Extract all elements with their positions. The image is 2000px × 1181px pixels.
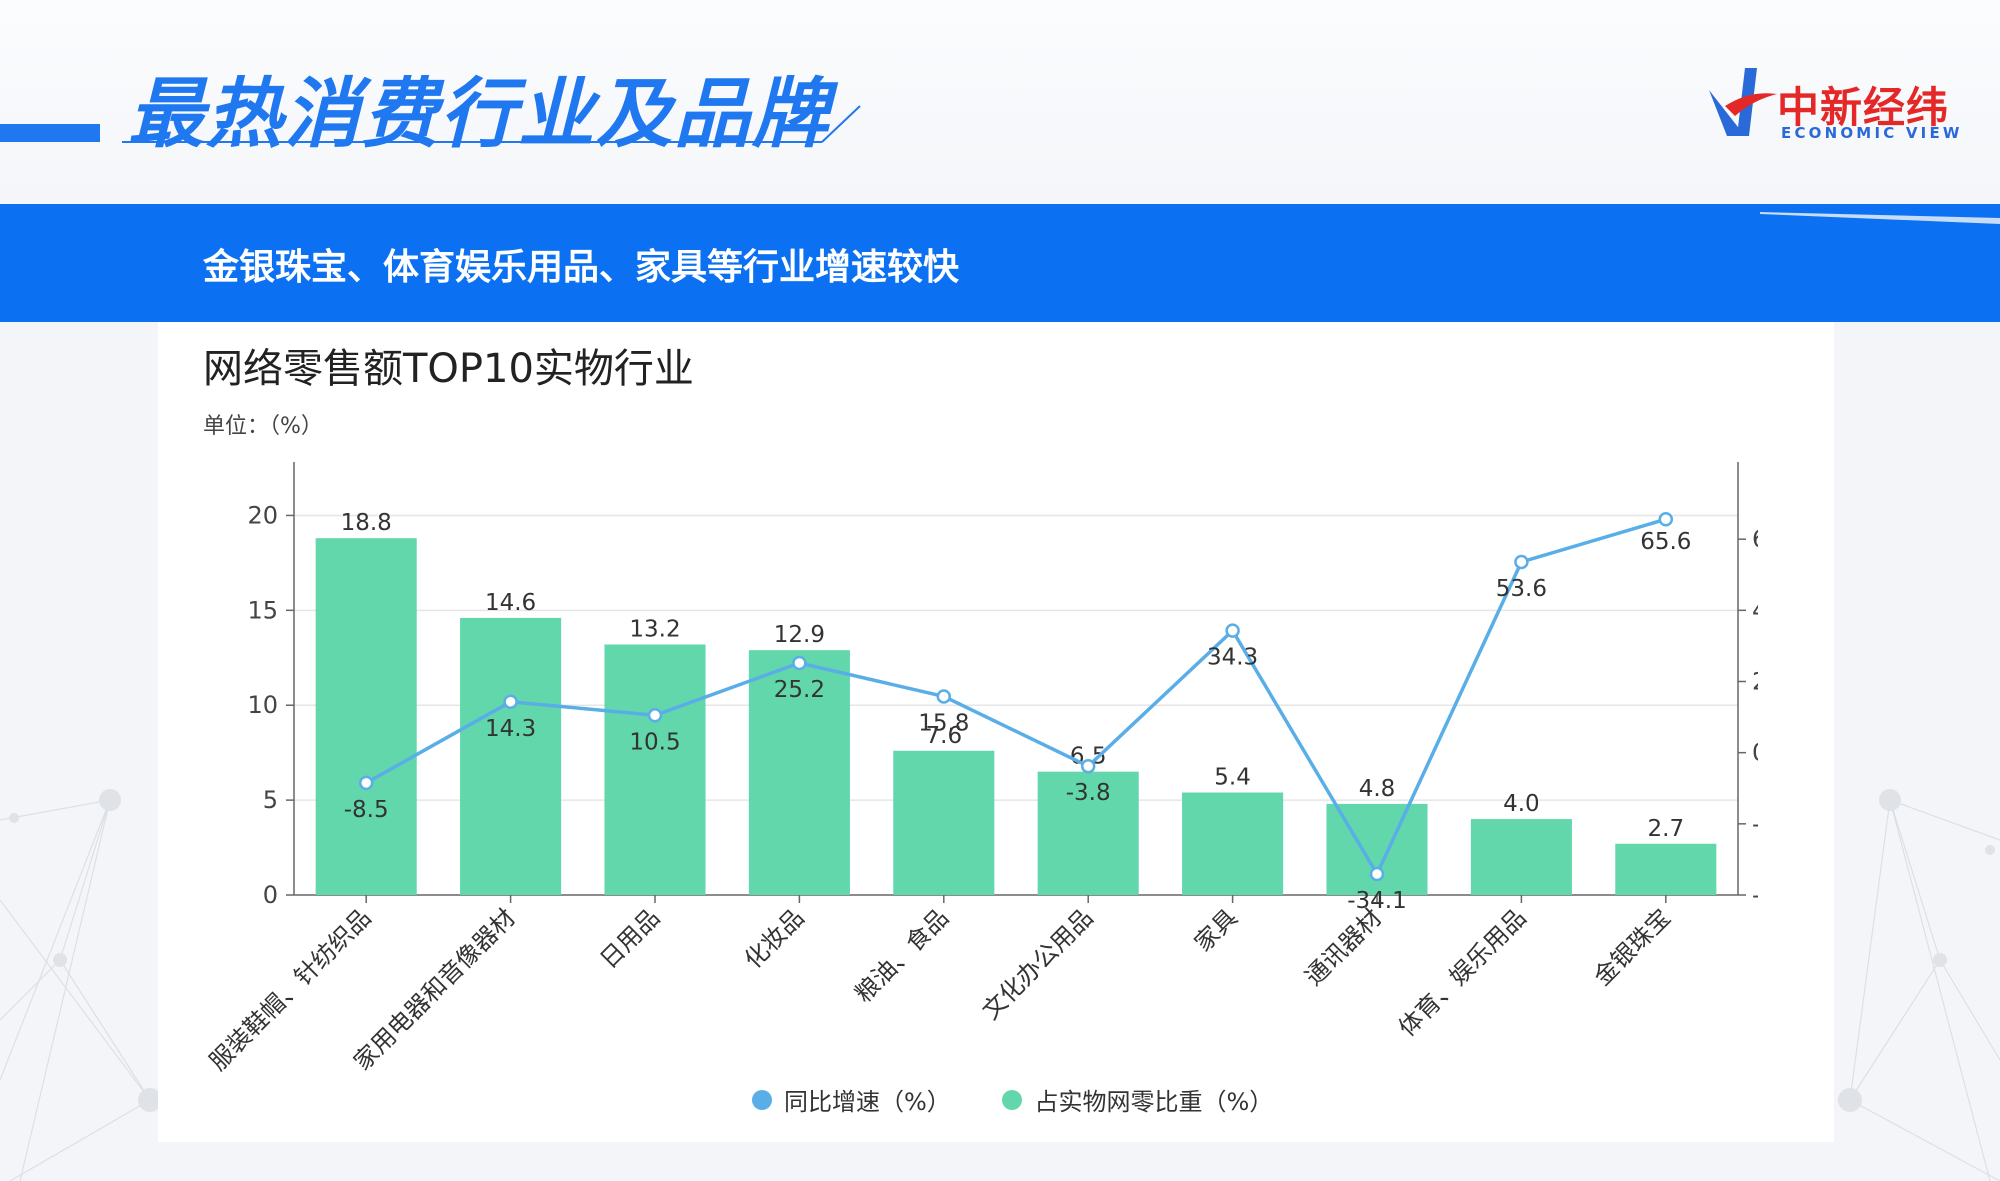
unit-label: 单位：（%） [203,414,323,439]
y-right-tick-label: 60 [1752,525,1758,553]
growth-value-label: 10.5 [629,729,680,755]
growth-point [1225,623,1240,638]
y-right-tick-label: 40 [1752,596,1758,624]
legend-item-share[interactable]: 占实物网零比重（%） [1002,1082,1273,1117]
legend-dot-share [1002,1089,1023,1110]
slide-title: 最热消费行业及品牌 [128,69,830,158]
growth-point [1080,758,1096,774]
growth-point [1369,866,1385,882]
bar-value-label: 4.0 [1503,791,1540,817]
banner-streak [1760,212,2000,224]
bar-value-label: 13.2 [629,616,680,642]
combo-chart: 0 5 10 15 20 -40 -20 0 20 40 60 18.8 服装鞋帽、针纺织品 14.6 家用… [204,462,1758,1076]
growth-point [647,708,663,723]
bar [748,650,850,895]
growth-value-label: 34.3 [1207,645,1258,671]
y-left-tick-label: 5 [263,786,278,814]
growth-value-label: 15.8 [918,710,969,736]
x-tick-label: 金银珠宝 [1588,903,1676,991]
y-right-tick-label: -20 [1752,810,1758,838]
bar [460,617,562,895]
bar [1615,843,1717,895]
x-tick-label: 化妆品 [739,903,810,974]
chart-panel [158,322,1834,1142]
x-tick-label: 日用品 [595,903,666,974]
bar [893,750,995,895]
bar-value-label: 14.6 [485,590,536,616]
x-tick-label: 文化办公用品 [977,903,1099,1025]
y-right-tick-label: -40 [1752,881,1758,909]
growth-point [936,689,952,704]
x-tick-label: 通讯器材 [1300,903,1388,991]
title-underline [122,105,861,143]
subtitle-banner-text: 金银珠宝、体育娱乐用品、家具等行业增速较快 [203,247,960,288]
y-left-tick-label: 0 [263,881,278,909]
logo-chinese-text: 中新经纬 [1777,83,1950,132]
logo-english-text: ECONOMIC VIEW [1781,124,1963,142]
bar [1037,771,1139,895]
x-tick-label: 体育、娱乐用品 [1393,903,1532,1042]
slide-header [0,0,2000,204]
growth-point [503,694,518,710]
bar-value-label: 12.9 [774,622,825,648]
subtitle-banner [0,204,2000,322]
growth-value-label: -34.1 [1347,888,1407,914]
y-left-tick-label: 20 [247,501,278,529]
growth-value-label: -3.8 [1066,780,1111,806]
x-tick-label: 服装鞋帽、针纺织品 [204,903,377,1076]
bar-value-label: 2.7 [1648,816,1685,842]
growth-value-label: 25.2 [774,677,825,703]
growth-point [358,775,374,791]
title-accent-bar [0,124,100,142]
growth-point [1658,511,1674,527]
growth-line [365,517,1667,878]
bar-value-label: 7.6 [926,723,963,749]
chart-legend: 同比增速（%） 占实物网零比重（%） [752,1082,1317,1116]
legend-item-growth[interactable]: 同比增速（%） [752,1082,951,1117]
growth-value-label: 65.6 [1640,529,1691,555]
legend-label-growth: 同比增速（%） [784,1088,951,1116]
logo-mark-icon [1709,68,1777,136]
bar-value-label: 4.8 [1359,776,1396,802]
brand-logo: 中新经纬 ECONOMIC VIEW [1705,60,1975,150]
growth-value-label: -8.5 [344,797,389,823]
growth-value-label: 14.3 [485,716,536,742]
bar [604,644,706,895]
growth-value-label: 53.6 [1496,576,1547,602]
y-left-tick-label: 10 [247,691,278,719]
x-tick-label: 家具 [1189,903,1243,957]
y-right-tick-label: 20 [1752,668,1758,696]
legend-label-share: 占实物网零比重（%） [1034,1088,1274,1116]
chart-title: 网络零售额TOP10实物行业 [203,346,694,392]
x-tick-label: 家用电器和音像器材 [348,903,521,1076]
growth-point [792,655,807,671]
bar-value-label: 18.8 [341,510,392,536]
bar [1182,792,1284,895]
bar [315,538,417,895]
legend-dot-growth [752,1089,772,1110]
bar [1470,819,1572,895]
bar-value-label: 5.4 [1214,765,1251,791]
growth-point [1514,554,1529,570]
y-left-tick-label: 15 [247,596,278,624]
y-right-tick-label: 0 [1752,739,1758,767]
x-tick-label: 粮油、食品 [849,903,954,1008]
